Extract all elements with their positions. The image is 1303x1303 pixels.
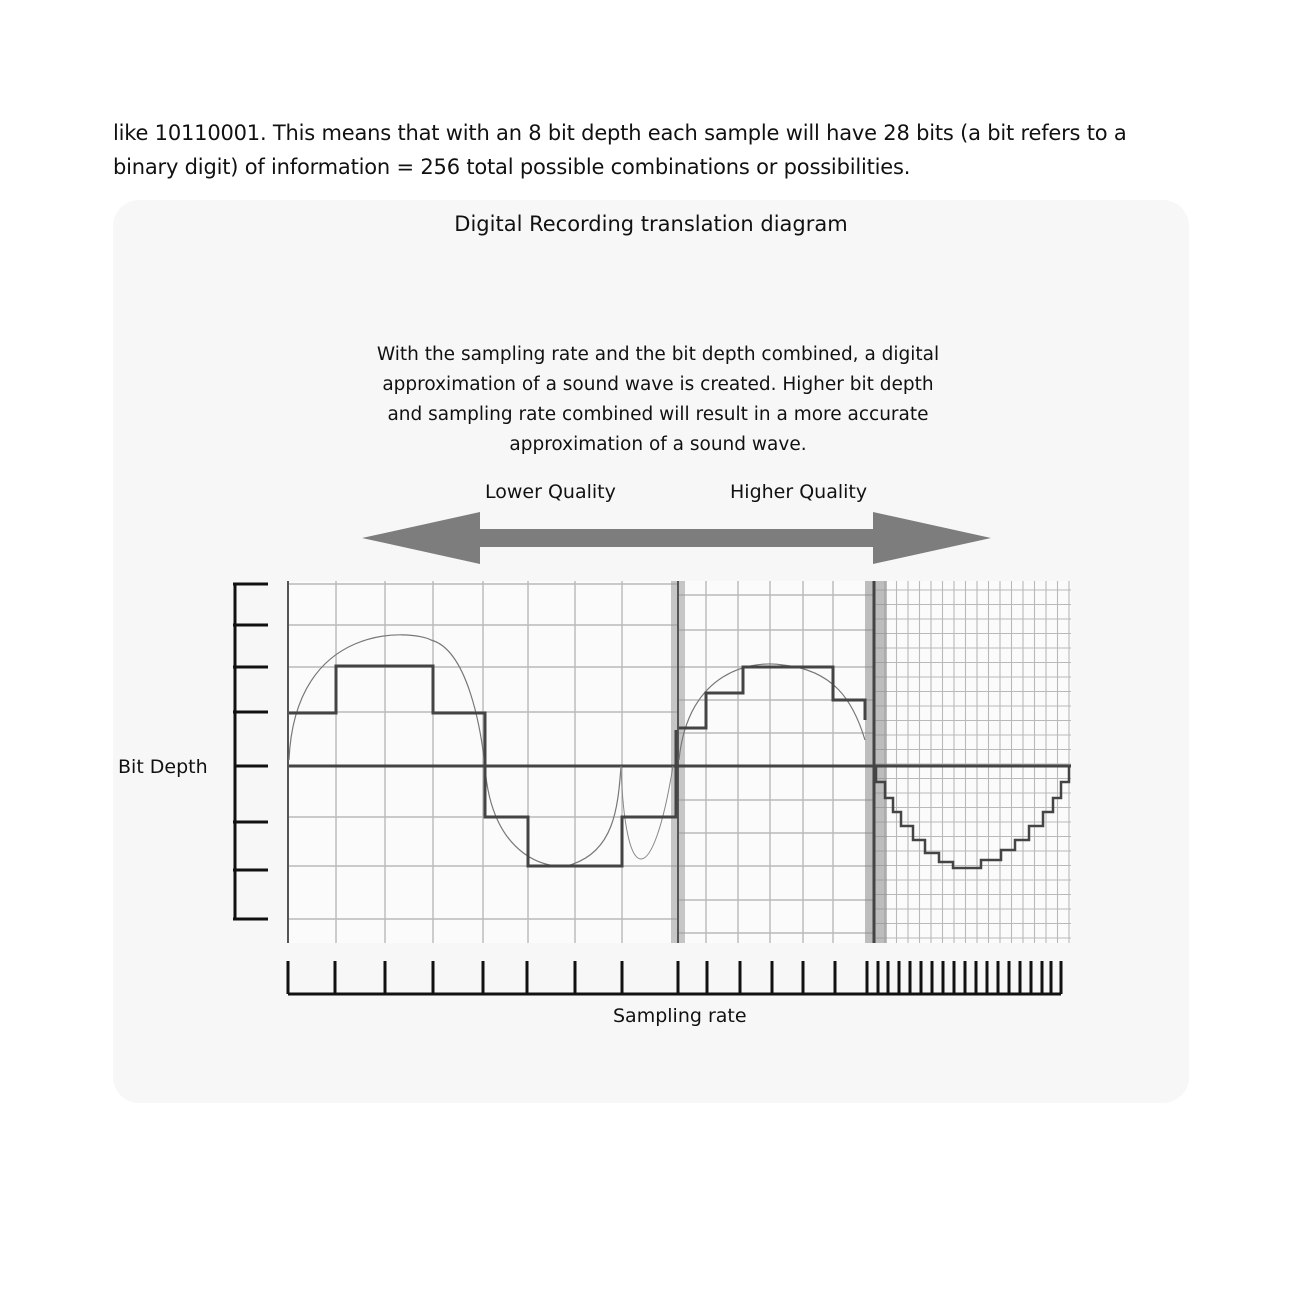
analog-wave-medium — [678, 663, 866, 761]
sampling-rate-scale — [286, 961, 1063, 996]
analog-wave-low-tail — [620, 765, 674, 860]
digital-recording-diagram — [233, 512, 1071, 996]
grid-lines — [288, 581, 1071, 943]
lower-quality-label: Lower Quality — [485, 481, 616, 503]
stepped-wave-low — [289, 664, 678, 868]
bit-depth-scale — [233, 582, 268, 921]
intro-paragraph: like 10110001. This means that with an 8… — [113, 121, 1127, 179]
quality-arrow — [362, 512, 991, 564]
diagram-caption: With the sampling rate and the bit depth… — [376, 344, 940, 455]
diagram-title: Digital Recording translation diagram — [454, 212, 848, 236]
stepped-wave-high — [874, 766, 1071, 870]
section-divider-2 — [865, 581, 887, 943]
higher-quality-label: Higher Quality — [730, 481, 868, 503]
bit-depth-label: Bit Depth — [118, 756, 208, 778]
diagram-panel: Digital Recording translation diagram Wi… — [113, 200, 1189, 1103]
sampling-rate-label: Sampling rate — [613, 1005, 747, 1027]
stepped-wave-medium — [679, 665, 867, 730]
